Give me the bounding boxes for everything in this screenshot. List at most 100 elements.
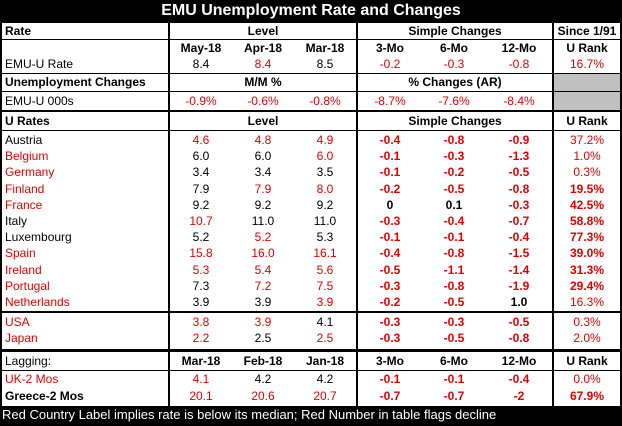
change-value: -1.3 (508, 149, 530, 164)
mm-value: -0.6% (247, 94, 279, 108)
row-divider (2, 39, 620, 40)
level-value: 5.2 (254, 230, 272, 245)
change-value: -0.7 (443, 389, 465, 403)
month-header: May-18 (180, 41, 222, 55)
country-label: Luxembourg (5, 230, 72, 245)
change-value: -0.3 (379, 278, 401, 293)
pct-change-value: -8.4% (503, 94, 535, 108)
change-value: -0.8 (443, 246, 465, 261)
column-divider (168, 23, 170, 110)
level-value: 15.8 (189, 246, 213, 261)
mm-value: -0.9% (185, 94, 217, 108)
change-value: -0.3 (443, 57, 465, 71)
level-value: 8.0 (316, 181, 334, 196)
summary-table: Rate Level Simple Changes Since 1/91 May-18 A… (2, 23, 620, 110)
column-divider (356, 112, 358, 349)
change-value: -0.7 (379, 389, 401, 403)
u-rank-header: U Rank (566, 114, 608, 128)
level-value: 3.5 (316, 165, 334, 180)
column-divider (552, 23, 554, 110)
change-value: -0.2 (443, 165, 465, 180)
change-value: -0.3 (508, 197, 530, 212)
column-divider (356, 23, 358, 110)
level-value: 9.2 (316, 197, 334, 212)
u-rates-header: U Rates (5, 114, 50, 128)
level-value: 6.0 (316, 149, 334, 164)
level-value: 9.2 (192, 197, 210, 212)
column-divider (168, 352, 170, 406)
pct-change-value: -8.7% (374, 94, 406, 108)
u-rank-value: 37.2% (569, 133, 605, 147)
u-rank-value: 42.5% (569, 197, 605, 212)
change-value: -1.4 (508, 262, 530, 277)
level-value: 4.2 (254, 372, 272, 386)
row-divider (2, 311, 620, 314)
u-rank-value: 16.7% (569, 57, 605, 71)
change-value: -0.5 (443, 331, 465, 346)
column-divider (356, 352, 358, 406)
change-value: 1.0 (510, 295, 528, 309)
level-value: 5.2 (192, 230, 210, 245)
change-value: 0 (386, 197, 394, 212)
country-rates-table: U Rates Level Simple Changes U Rank Austria 4… (2, 112, 620, 349)
shaded-cell (554, 74, 620, 110)
level-value: 3.9 (254, 315, 272, 330)
pct-changes-header: % Changes (AR) (408, 75, 502, 89)
level-value: 2.2 (192, 331, 210, 346)
level-value: 3.9 (316, 295, 334, 309)
change-value: -0.8 (443, 278, 465, 293)
month-header: Feb-18 (243, 354, 283, 368)
period-header: 3-Mo (376, 354, 404, 368)
level-value: 4.6 (192, 133, 210, 147)
simple-changes-header: Simple Changes (408, 24, 502, 38)
change-value: -0.8 (508, 57, 530, 71)
country-label: Ireland (5, 262, 42, 277)
period-header: 12-Mo (501, 41, 537, 55)
country-label: UK-2 Mos (5, 372, 59, 386)
change-value: -0.4 (443, 214, 465, 228)
level-value: 20.6 (251, 389, 275, 403)
level-value: 11.0 (313, 214, 337, 228)
mm-value: -0.8% (309, 94, 341, 108)
change-value: -0.9 (508, 133, 530, 147)
month-header: Mar-18 (181, 354, 221, 368)
country-label: Japan (5, 331, 38, 346)
level-value: 4.1 (192, 372, 210, 386)
change-value: -0.5 (443, 295, 465, 309)
u-rank-value: 0.0% (573, 372, 601, 386)
level-value: 3.9 (192, 295, 210, 309)
u-rank-value: 0.3% (573, 165, 601, 180)
level-value: 4.2 (316, 372, 334, 386)
level-value: 3.8 (192, 315, 210, 330)
level-value: 2.5 (254, 331, 272, 346)
lagging-header: Lagging: (5, 354, 52, 368)
u-rank-value: 77.3% (569, 230, 605, 245)
level-value: 16.1 (313, 246, 337, 261)
level-value: 7.5 (316, 278, 334, 293)
level-value: 20.1 (189, 389, 213, 403)
level-value: 9.2 (254, 197, 272, 212)
level-value: 4.9 (316, 133, 334, 147)
level-value: 5.3 (192, 262, 210, 277)
change-value: -0.3 (443, 315, 465, 330)
change-value: -0.1 (379, 230, 401, 245)
u-rank-value: 1.0% (573, 149, 601, 164)
country-label: Netherlands (5, 295, 70, 309)
level-value: 7.3 (192, 278, 210, 293)
lagging-table: Lagging: Mar-18 Feb-18 Jan-18 3-Mo 6-Mo 12-Mo U… (2, 352, 620, 406)
simple-changes-header: Simple Changes (408, 114, 502, 128)
change-value: -0.5 (443, 181, 465, 196)
level-value: 5.3 (316, 230, 334, 245)
change-value: -2 (513, 389, 525, 403)
change-value: -1.9 (508, 278, 530, 293)
month-header: Mar-18 (305, 41, 345, 55)
change-value: -0.4 (379, 133, 401, 147)
change-value: -0.5 (508, 315, 530, 330)
change-value: -1.5 (508, 246, 530, 261)
change-value: -0.8 (443, 133, 465, 147)
month-header: Jan-18 (305, 354, 345, 368)
country-label: Germany (5, 165, 55, 180)
change-value: -0.3 (443, 149, 465, 164)
level-value: 7.9 (192, 181, 210, 196)
change-value: -0.4 (379, 246, 401, 261)
